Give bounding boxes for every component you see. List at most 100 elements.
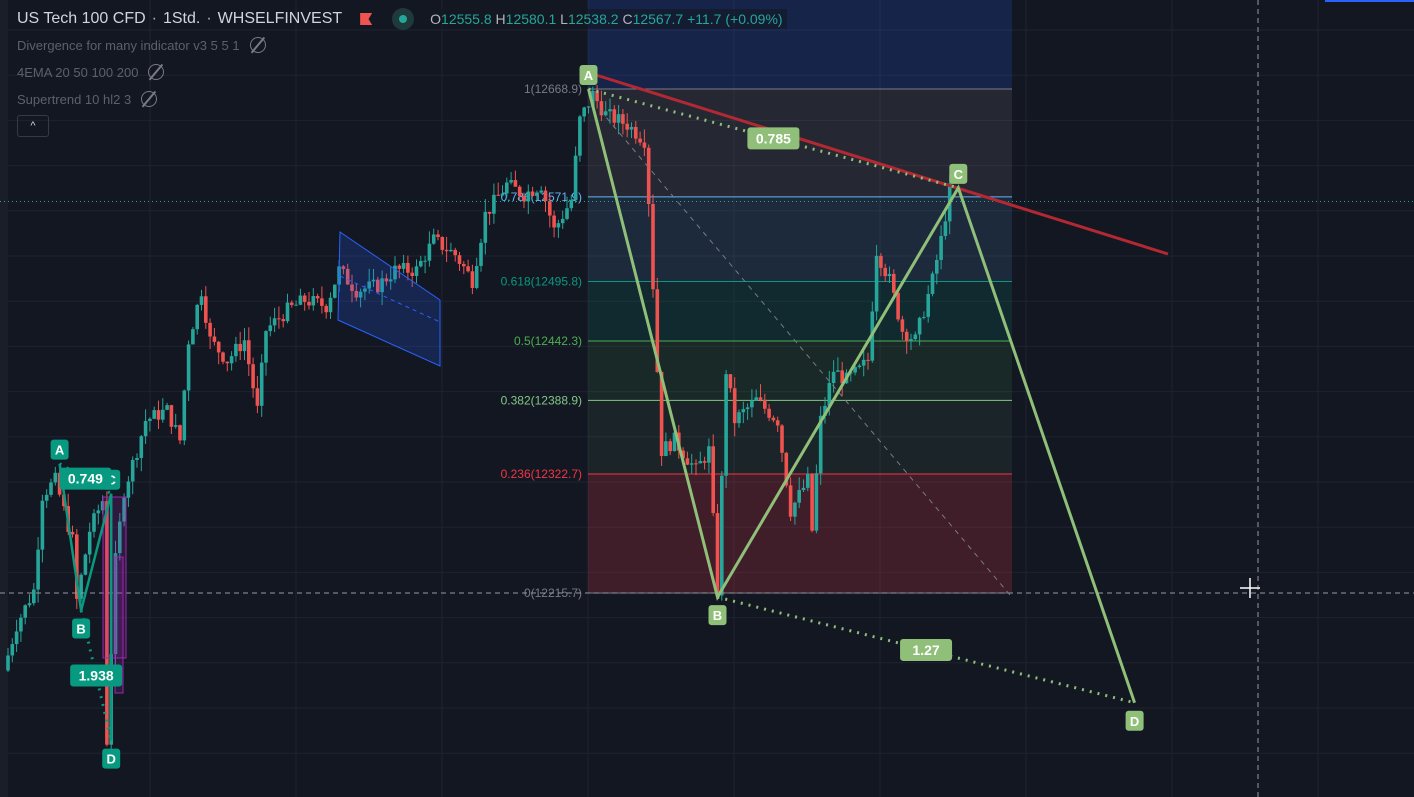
candle-body [354, 290, 359, 298]
candle-body [892, 273, 896, 293]
pattern-big-ratio-label: 0.785 [756, 130, 791, 146]
candle-body [509, 180, 513, 183]
candles [6, 85, 952, 757]
candle-body [522, 195, 526, 202]
candle-body [247, 340, 251, 365]
candle-body [737, 412, 741, 424]
candle-body [320, 298, 324, 306]
candle-body [105, 501, 109, 745]
candle-body [707, 446, 711, 463]
flag-icon[interactable] [360, 13, 373, 25]
candle-body [143, 420, 148, 437]
candle-body [560, 218, 565, 224]
high-value: 12580.1 [505, 11, 557, 27]
indicator-supertrend[interactable]: Supertrend 10 hl2 3 [17, 91, 158, 107]
market-status-icon [392, 8, 415, 30]
top-accent-bar [1325, 0, 1414, 2]
pattern-small-ratio-label: 1.938 [79, 668, 114, 684]
indicator-4ema[interactable]: 4EMA 20 50 100 200 [17, 64, 165, 80]
candle-body [625, 123, 629, 130]
collapse-legend-button[interactable]: ^ [17, 115, 49, 137]
candle-body [178, 425, 182, 441]
candle-body [543, 190, 548, 202]
eye-hidden-icon[interactable] [249, 37, 266, 53]
candle-body [612, 109, 617, 123]
fibonacci-retracement[interactable]: 1(12668.9)0.786(12571.9)0.618(12495.8)0.… [501, 0, 1012, 600]
indicator-divergence[interactable]: Divergence for many indicator v3 5 5 1 [17, 37, 266, 53]
candle-body [702, 461, 707, 463]
close-label: C [622, 11, 633, 27]
candle-body [36, 549, 40, 590]
pattern-big-ratio-badge [900, 638, 953, 661]
candle-body [130, 459, 135, 482]
candle-body [281, 319, 285, 322]
pattern-big-point-label: A [584, 68, 594, 83]
candle-body [840, 370, 844, 384]
candle-body [681, 450, 685, 459]
candle-body [573, 155, 578, 201]
candle-body [672, 432, 677, 452]
separator: · [151, 10, 157, 27]
candle-body [32, 589, 36, 604]
candle-body [474, 266, 479, 288]
candle-body [935, 259, 939, 274]
pattern-small-point-label: B [76, 621, 85, 636]
candle-body [221, 352, 225, 362]
candle-body [526, 191, 531, 202]
candle-body [427, 243, 432, 261]
candle-body [780, 425, 784, 453]
candle-body [294, 304, 298, 306]
candle-body [810, 473, 814, 531]
candle-body [406, 262, 410, 273]
candle-body [401, 262, 406, 269]
symbol-legend[interactable]: US Tech 100 CFD · 1Std. · WHSELFINVEST O… [17, 8, 787, 30]
candle-body [930, 273, 935, 294]
fib-band [588, 400, 1012, 475]
candle-body [363, 288, 367, 292]
pattern-small-point-badge [102, 748, 121, 769]
candle-body [784, 452, 789, 486]
pattern-big-ratio-badge [747, 127, 800, 150]
candle-body [410, 272, 414, 277]
candle-body [195, 304, 199, 330]
eye-hidden-icon[interactable] [141, 91, 158, 107]
ohlc-values: O12555.8 H12580.1 L12538.2 C12567.7 +11.… [426, 9, 787, 29]
divergence-box [114, 556, 124, 694]
candle-body [767, 408, 771, 418]
candle-body [754, 397, 758, 401]
candle-body [664, 441, 668, 457]
candle-body [277, 318, 281, 320]
candle-body [165, 405, 169, 410]
candle-body [578, 116, 582, 156]
candle-body [384, 278, 389, 282]
candle-body [771, 417, 776, 421]
candle-body [646, 147, 651, 205]
candle-body [651, 204, 655, 290]
candle-body [272, 318, 277, 326]
candle-body [225, 361, 230, 364]
candle-body [259, 362, 264, 406]
candle-body [27, 603, 32, 606]
candle-body [376, 279, 380, 293]
candle-body [741, 409, 746, 413]
candle-body [763, 399, 767, 409]
pattern-big-point-badge [708, 605, 727, 626]
candle-body [883, 267, 887, 277]
candle-body [431, 234, 436, 244]
candle-body [479, 242, 483, 267]
candle-body [358, 291, 363, 298]
candle-body [311, 296, 316, 306]
low-label: L [560, 11, 568, 27]
candle-body [333, 284, 337, 298]
pattern-small-point-label: C [107, 473, 117, 488]
candle-body [552, 215, 556, 228]
pattern-small-ratio-badge [70, 664, 123, 687]
candle-body [139, 436, 144, 458]
candle-body [10, 644, 15, 656]
eye-hidden-icon[interactable] [148, 64, 165, 80]
candle-body [23, 605, 27, 618]
candle-body [423, 260, 427, 262]
candle-body [328, 297, 333, 313]
